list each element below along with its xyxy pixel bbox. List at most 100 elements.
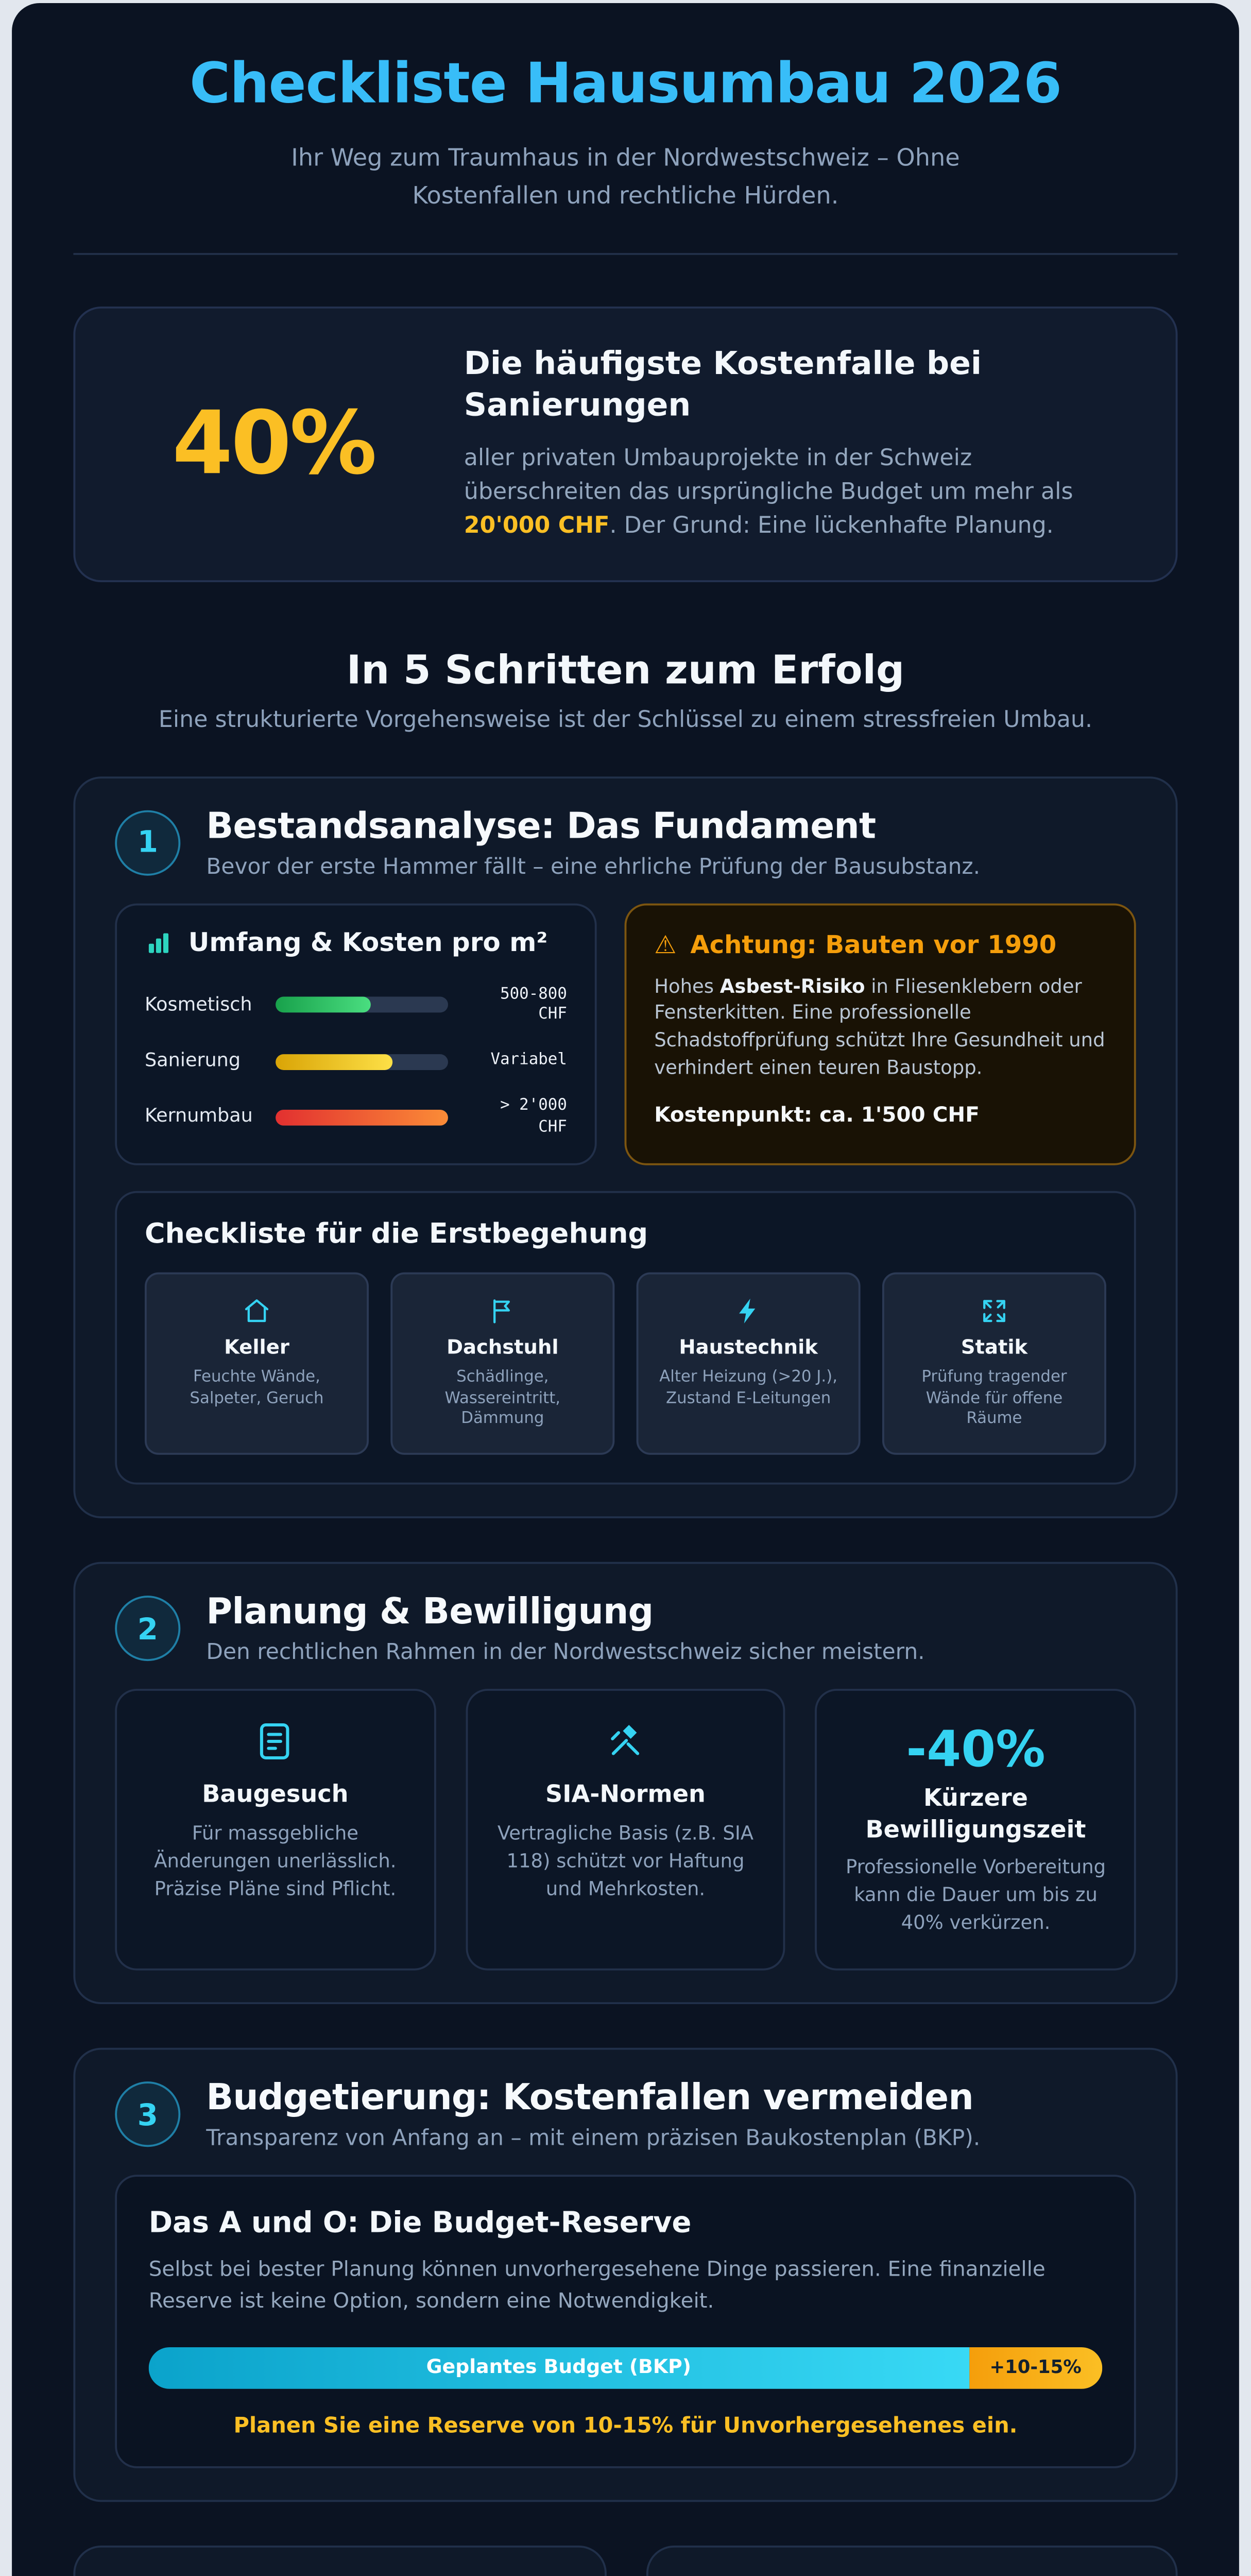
warning-body-pre: Hohes <box>654 976 720 998</box>
step-3-titles: Budgetierung: Kostenfallen vermeiden Tra… <box>206 2078 980 2151</box>
steps-intro-title: In 5 Schritten zum Erfolg <box>346 645 905 692</box>
budget-bar: Geplantes Budget (BKP) +10-15% <box>148 2346 1103 2388</box>
document-icon <box>139 1721 412 1762</box>
cost-row: Sanierung Variabel <box>145 1050 567 1072</box>
cost-bar-fill-red <box>276 1109 448 1126</box>
checklist-item-haustechnik: Haustechnik Alter Heizung (>20 J.), Zust… <box>636 1272 861 1455</box>
step-2-card: 2 Planung & Bewilligung Den rechtlichen … <box>73 1562 1178 2005</box>
step-3-card: 3 Budgetierung: Kostenfallen vermeiden T… <box>73 2047 1178 2501</box>
budget-main-segment: Geplantes Budget (BKP) <box>148 2346 969 2388</box>
scale-root: Checkliste Hausumbau 2026 Ihr Weg zum Tr… <box>0 3 1251 2576</box>
bewilligungszeit-card: -40% Kürzere Bewilligungszeit Profession… <box>815 1689 1136 1971</box>
warning-body: Hohes Asbest-Risiko in Fliesenklebern od… <box>654 974 1106 1084</box>
step-2-titles: Planung & Bewilligung Den rechtlichen Ra… <box>206 1592 924 1665</box>
bolt-icon <box>650 1296 847 1326</box>
step-1-title: Bestandsanalyse: Das Fundament <box>206 805 876 848</box>
checklist-item-dachstuhl: Dachstuhl Schädlinge, Wassereintritt, Dä… <box>390 1272 615 1455</box>
budget-box-title: Das A und O: Die Budget-Reserve <box>148 2208 692 2241</box>
step-2-subtitle: Den rechtlichen Rahmen in der Nordwestsc… <box>206 1639 925 1666</box>
cost-bar-track <box>276 997 448 1013</box>
checklist-title: Checkliste für die Erstbegehung <box>145 1218 648 1250</box>
warning-header: ⚠ Achtung: Bauten vor 1990 <box>654 928 1106 958</box>
stat-highlight: 20'000 CHF <box>464 511 610 539</box>
step-5-card: 5 Expertenbegleitung Warum eine Checklis… <box>645 2545 1178 2576</box>
info-card-title: Kürzere Bewilligungszeit <box>865 1784 1086 1843</box>
bar-chart-icon <box>145 929 173 957</box>
cost-row-value: > 2'000 CHF <box>500 1096 567 1136</box>
cost-bar-track <box>276 1053 448 1070</box>
step-1-header: 1 Bestandsanalyse: Das Fundament Bevor d… <box>115 805 1136 879</box>
asbestos-warning-panel: ⚠ Achtung: Bauten vor 1990 Hohes Asbest-… <box>624 902 1136 1165</box>
info-card-text: Professionelle Vorbereitung kann die Dau… <box>845 1858 1106 1935</box>
permit-time-stat: -40% <box>906 1721 1046 1778</box>
checklist-item-keller: Keller Feuchte Wände, Salpeter, Geruch <box>145 1272 369 1455</box>
stat-body-pre: aller privaten Umbauprojekte in der Schw… <box>464 443 1073 505</box>
infographic-container: Checkliste Hausumbau 2026 Ihr Weg zum Tr… <box>12 3 1239 2576</box>
info-card-title: Baugesuch <box>202 1780 349 1808</box>
cost-row-label: Kernumbau <box>145 1106 253 1129</box>
stat-text: Die häufigste Kostenfalle bei Sanierunge… <box>464 345 1124 544</box>
step-2-header: 2 Planung & Bewilligung Den rechtlichen … <box>115 1592 1136 1665</box>
cost-row-label: Sanierung <box>145 1050 241 1073</box>
cost-panel-title: Umfang & Kosten pro m² <box>188 928 548 958</box>
budget-reserve-segment: +10-15% <box>969 2346 1103 2388</box>
step-1-card: 1 Bestandsanalyse: Das Fundament Bevor d… <box>73 775 1178 1519</box>
cost-bar-fill-green <box>276 997 371 1013</box>
expand-icon <box>896 1296 1092 1326</box>
step-4-card: 4 Umsetzung Die richtige Strategie wähle… <box>73 2545 606 2576</box>
cost-panel: Umfang & Kosten pro m² Kosmetisch 500-80… <box>115 902 597 1165</box>
divider <box>73 253 1178 256</box>
steps-intro: In 5 Schritten zum Erfolg Eine strukturi… <box>73 645 1177 732</box>
checklist-item-title: Haustechnik <box>679 1337 818 1359</box>
tools-icon <box>489 1721 762 1762</box>
budget-main-label: Geplantes Budget (BKP) <box>426 2356 692 2378</box>
cost-row-value: Variabel <box>490 1050 567 1069</box>
budget-box-body: Selbst bei bester Planung können unvorhe… <box>148 2258 1046 2313</box>
cost-row: Kernumbau > 2'000 CHF <box>145 1096 567 1139</box>
budget-note: Planen Sie eine Reserve von 10-15% für U… <box>233 2412 1018 2438</box>
warning-body-bold: Asbest-Risiko <box>719 976 865 998</box>
checklist-item-text: Prüfung tragender Wände für offene Räume <box>921 1367 1067 1428</box>
info-card-text: Für massgebliche Änderungen unerlässlich… <box>154 1823 397 1901</box>
page-title: Checkliste Hausumbau 2026 <box>190 50 1062 116</box>
checklist-item-statik: Statik Prüfung tragender Wände für offen… <box>882 1272 1106 1455</box>
checklist-grid: Keller Feuchte Wände, Salpeter, Geruch D… <box>145 1272 1106 1455</box>
step-2-title: Planung & Bewilligung <box>206 1591 654 1634</box>
flag-icon <box>404 1296 601 1326</box>
info-card-title: SIA-Normen <box>545 1780 706 1808</box>
page-subtitle: Ihr Weg zum Traumhaus in der Nordwestsch… <box>291 144 960 209</box>
cost-bar-track <box>276 1109 448 1126</box>
warning-triangle-icon: ⚠ <box>654 928 677 958</box>
checklist-item-text: Schädlinge, Wassereintritt, Dämmung <box>444 1367 561 1428</box>
checklist-item-title: Dachstuhl <box>447 1337 559 1359</box>
cost-bar-fill-yellow <box>276 1053 393 1070</box>
warning-title: Achtung: Bauten vor 1990 <box>690 928 1057 958</box>
steps-intro-subtitle: Eine strukturierte Vorgehensweise ist de… <box>158 704 1093 732</box>
budget-reserve-box: Das A und O: Die Budget-Reserve Selbst b… <box>115 2175 1136 2467</box>
checklist-item-title: Statik <box>961 1337 1028 1359</box>
budget-reserve-label: +10-15% <box>989 2356 1082 2378</box>
checklist-item-title: Keller <box>224 1337 289 1359</box>
cost-panel-header: Umfang & Kosten pro m² <box>145 928 567 958</box>
steps-4-5-row: 4 Umsetzung Die richtige Strategie wähle… <box>73 2545 1178 2576</box>
stat-body-post: . Der Grund: Eine lückenhafte Planung. <box>609 511 1054 539</box>
step-3-subtitle: Transparenz von Anfang an – mit einem pr… <box>206 2125 981 2151</box>
info-card-text: Vertragliche Basis (z.B. SIA 118) schütz… <box>497 1823 754 1901</box>
step-3-number-badge: 3 <box>115 2081 181 2147</box>
baugesuch-card: Baugesuch Für massgebliche Änderungen un… <box>115 1689 436 1971</box>
cost-row-label: Kosmetisch <box>145 994 252 1016</box>
warning-cost: Kostenpunkt: ca. 1'500 CHF <box>654 1104 980 1128</box>
cost-row-value: 500-800 CHF <box>500 984 567 1023</box>
checklist-item-text: Feuchte Wände, Salpeter, Geruch <box>190 1367 324 1406</box>
step-3-header: 3 Budgetierung: Kostenfallen vermeiden T… <box>115 2078 1136 2151</box>
home-icon <box>159 1296 355 1326</box>
checklist-panel: Checkliste für die Erstbegehung Keller F… <box>115 1190 1136 1485</box>
sia-normen-card: SIA-Normen Vertragliche Basis (z.B. SIA … <box>465 1689 786 1971</box>
step-2-number-badge: 2 <box>115 1596 181 1662</box>
step-3-title: Budgetierung: Kostenfallen vermeiden <box>206 2077 973 2120</box>
stat-banner: 40% Die häufigste Kostenfalle bei Sanier… <box>73 307 1178 582</box>
stat-value: 40% <box>172 393 377 495</box>
stat-heading: Die häufigste Kostenfalle bei Sanierunge… <box>464 344 982 424</box>
checklist-item-text: Alter Heizung (>20 J.), Zustand E-Leitun… <box>659 1367 838 1406</box>
